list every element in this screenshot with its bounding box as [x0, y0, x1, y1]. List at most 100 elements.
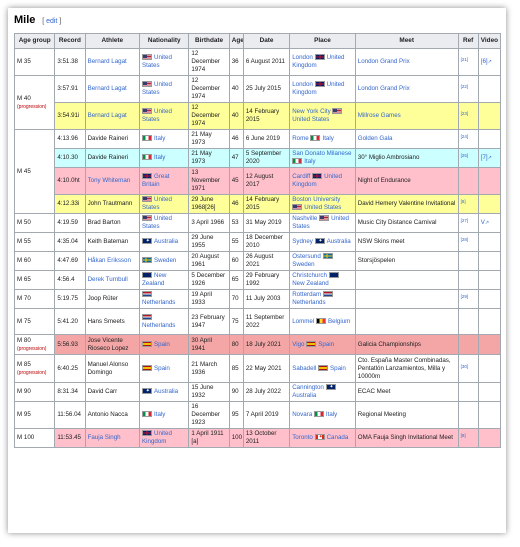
nationality-link[interactable]: United States — [142, 81, 172, 96]
ref-link[interactable]: [8] — [460, 199, 466, 205]
place-country-link[interactable]: United Kingdom — [292, 54, 345, 69]
athlete-name[interactable]: Derek Turnbull — [87, 276, 128, 283]
ref-cell: [27] — [457, 213, 479, 233]
place-country-link[interactable]: Italy — [322, 135, 334, 142]
place-link[interactable]: London — [292, 54, 313, 61]
col-date[interactable]: Date — [242, 33, 291, 49]
place-link[interactable]: Cardiff — [292, 173, 311, 180]
place-link[interactable]: Toronto — [292, 434, 313, 441]
place-country-link[interactable]: Sweden — [292, 261, 315, 268]
nationality-link[interactable]: Netherlands — [142, 321, 176, 329]
ref-link[interactable]: [22] — [460, 84, 469, 90]
place-country-link[interactable]: Italy — [304, 158, 316, 165]
nationality-link[interactable]: Australia — [154, 388, 179, 395]
place-link[interactable]: London — [292, 81, 313, 88]
col-nationality[interactable]: Nationality — [138, 33, 190, 49]
place-country-link[interactable]: United Kingdom — [292, 173, 342, 188]
nationality-link[interactable]: Sweden — [154, 257, 177, 264]
place-country-link[interactable]: Spain — [330, 364, 346, 372]
nationality-link[interactable]: Spain — [154, 340, 170, 348]
col-ref[interactable]: Ref — [457, 33, 479, 49]
progression-link[interactable]: (progression) — [17, 369, 47, 376]
ref-link[interactable]: [29] — [460, 294, 469, 300]
place-link[interactable]: Rotterdam — [292, 291, 322, 298]
nationality-link[interactable]: Australia — [154, 238, 179, 245]
ref-link[interactable]: [27] — [460, 218, 469, 224]
place-country-link[interactable]: New Zealand — [292, 280, 329, 287]
record-cell: 6:40.25 — [54, 354, 86, 383]
ref-link[interactable]: [23] — [460, 111, 469, 117]
ref-link[interactable]: [9] — [460, 433, 466, 439]
video-link[interactable]: V — [480, 219, 485, 226]
place-country-link[interactable]: Netherlands — [292, 299, 326, 306]
place-country-link[interactable]: United States — [304, 204, 342, 211]
meet-name[interactable]: London Grand Prix — [357, 58, 410, 65]
ref-link[interactable]: [28] — [460, 237, 469, 243]
meet-name[interactable]: Millrose Games — [357, 112, 401, 119]
nationality-link[interactable]: United States — [142, 196, 172, 211]
col-age-group[interactable]: Age group — [13, 33, 56, 49]
ref-link[interactable]: [30] — [460, 363, 469, 369]
place-link[interactable]: Sabadell — [292, 364, 317, 372]
ref-link[interactable]: [21] — [460, 57, 469, 63]
table-row: 4:12.33i John Trautmann United States 29 Ju… — [15, 194, 502, 214]
place-link[interactable]: Ostersund — [292, 253, 321, 260]
nationality-link[interactable]: Italy — [154, 154, 166, 161]
nationality-link[interactable]: United Kingdom — [142, 430, 172, 445]
place-link[interactable]: Christchurch — [292, 272, 327, 279]
place-link[interactable]: Sydney — [292, 238, 313, 245]
meet-name[interactable]: London Grand Prix — [357, 85, 410, 92]
col-age[interactable]: Age — [228, 33, 244, 49]
athlete-name[interactable]: Bernard Lagat — [87, 112, 127, 119]
col-record[interactable]: Record — [54, 33, 86, 49]
place-country-link[interactable]: Australia — [292, 392, 317, 399]
place-link[interactable]: Nashville — [292, 215, 318, 222]
meet-name[interactable]: Golden Gala — [357, 135, 393, 142]
place-link[interactable]: New York City — [292, 108, 331, 115]
col-video[interactable]: Video — [477, 33, 502, 49]
age-cell: 90 — [228, 382, 244, 402]
place-link[interactable]: Cannington — [292, 384, 324, 391]
place-country-link[interactable]: United Kingdom — [292, 81, 345, 96]
ref-link[interactable]: [24] — [460, 134, 469, 140]
nationality-link[interactable]: New Zealand — [142, 272, 167, 287]
nationality-cell: United States — [138, 213, 190, 233]
col-meet[interactable]: Meet — [354, 33, 459, 49]
athlete-name[interactable]: Tony Whiteman — [87, 177, 131, 184]
place-link[interactable]: San Donato Milanese — [292, 150, 352, 157]
place-link[interactable]: Rome — [292, 135, 309, 142]
athlete-name[interactable]: Bernard Lagat — [87, 85, 127, 92]
video-link[interactable]: [6] — [480, 58, 488, 65]
flag-it-icon — [142, 135, 152, 142]
nationality-link[interactable]: Netherlands — [142, 299, 176, 306]
place-country-link[interactable]: Canada — [326, 434, 349, 441]
place-link[interactable]: Vigo — [292, 340, 305, 348]
athlete-name[interactable]: Bernard Lagat — [87, 58, 127, 65]
place-country-link[interactable]: United States — [292, 215, 349, 230]
nationality-link[interactable]: United States — [142, 108, 172, 123]
nationality-link[interactable]: Italy — [154, 135, 166, 142]
place-country-link[interactable]: Belgium — [327, 317, 351, 325]
place-country-link[interactable]: Australia — [326, 238, 351, 245]
place-link[interactable]: Lommel — [292, 317, 315, 325]
col-birthdate[interactable]: Birthdate — [188, 33, 230, 49]
nationality-link[interactable]: United States — [142, 215, 172, 230]
col-place[interactable]: Place — [289, 33, 356, 49]
video-link[interactable]: [7] — [480, 154, 488, 161]
place-country-link[interactable]: Italy — [325, 411, 338, 418]
place-country-link[interactable]: Spain — [318, 340, 335, 348]
athlete-name[interactable]: Håkan Eriksson — [87, 257, 131, 264]
nationality-link[interactable]: Great Britain — [142, 173, 170, 188]
place-link[interactable]: Novara — [292, 411, 313, 418]
edit-link[interactable]: edit — [46, 18, 58, 25]
athlete-name[interactable]: Fauja Singh — [87, 434, 121, 441]
place-link[interactable]: Boston University — [292, 196, 341, 203]
ref-link[interactable]: [25] — [460, 153, 469, 159]
place-country-link[interactable]: United States — [292, 116, 330, 123]
nationality-link[interactable]: United States — [142, 54, 172, 69]
nationality-link[interactable]: Italy — [154, 411, 166, 418]
nationality-link[interactable]: Spain — [154, 364, 170, 372]
col-athlete[interactable]: Athlete — [84, 33, 141, 49]
progression-link[interactable]: (progression) — [17, 345, 47, 352]
progression-link[interactable]: (progression) — [17, 103, 47, 110]
